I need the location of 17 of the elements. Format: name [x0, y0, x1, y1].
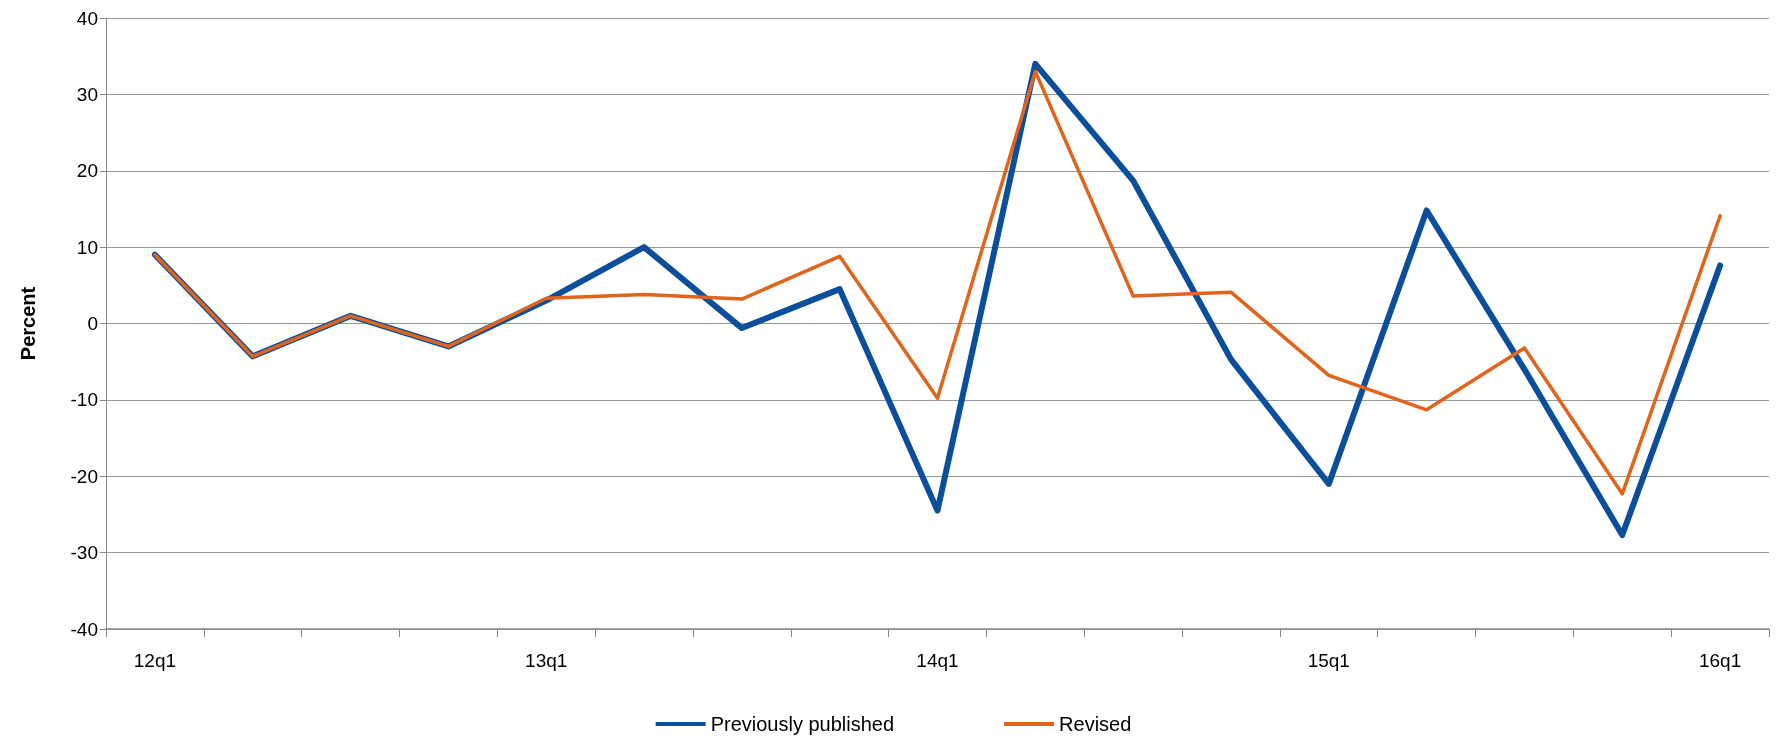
y-tick-label: -30	[70, 542, 98, 564]
x-tick-label: 15q1	[1307, 650, 1350, 671]
x-tick-label: 13q1	[525, 650, 568, 671]
y-axis-title: Percent	[17, 286, 39, 361]
y-tick-label: 0	[87, 313, 98, 334]
x-tick-label: 12q1	[133, 650, 177, 671]
x-tick-label: 14q1	[916, 650, 959, 671]
x-tick-label: 16q1	[1698, 650, 1742, 671]
y-tick-label: -20	[70, 465, 98, 487]
legend-label: Previously published	[710, 713, 895, 735]
y-tick-label: -10	[70, 389, 98, 411]
y-tick-label: 30	[76, 83, 98, 105]
y-tick-label: -40	[70, 618, 98, 640]
y-tick-label: 10	[76, 236, 98, 258]
y-tick-label: 20	[76, 160, 98, 182]
legend-label: Revised	[1059, 713, 1132, 735]
y-tick-label: 40	[76, 7, 98, 29]
